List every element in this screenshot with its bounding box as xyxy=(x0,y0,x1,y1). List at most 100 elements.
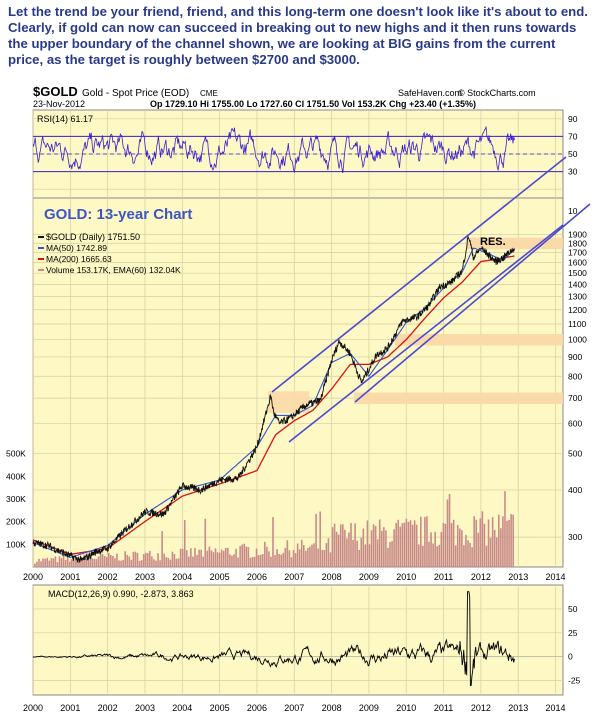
volume-tick-label: 300K xyxy=(6,494,26,504)
x-tick-label: 2010 xyxy=(396,703,416,713)
x-tick-label: 2014 xyxy=(546,572,566,582)
x-tick-label: 2000 xyxy=(23,572,43,582)
x-tick-label: 2007 xyxy=(284,703,304,713)
y-tick-label: 900 xyxy=(568,352,582,362)
legend-volume: Volume 153.17K, EMA(60) 132.04K xyxy=(46,265,181,275)
x-tick-label: 2002 xyxy=(98,703,118,713)
y-tick-label: 800 xyxy=(568,371,582,381)
volume-tick-label: 500K xyxy=(6,449,26,459)
x-tick-label: 2011 xyxy=(434,572,453,582)
x-tick-label: 2006 xyxy=(247,572,267,582)
chart-title: GOLD: 13-year Chart xyxy=(44,206,192,223)
rsi-tick-label: 30 xyxy=(568,167,578,177)
resistance-band xyxy=(268,391,310,413)
rsi-tick-label: 70 xyxy=(568,131,578,141)
macd-tick-label: 50 xyxy=(568,604,578,614)
x-tick-label: 2013 xyxy=(508,572,528,582)
x-tick-label: 2013 xyxy=(508,703,528,713)
x-tick-label: 2007 xyxy=(284,572,304,582)
resistance-bands xyxy=(268,237,563,413)
x-tick-label: 2003 xyxy=(135,572,155,582)
rsi-tick-label: 50 xyxy=(568,149,578,159)
x-tick-label: 2010 xyxy=(396,572,416,582)
resistance-band xyxy=(353,392,563,404)
x-tick-label: 2000 xyxy=(23,703,43,713)
volume-tick-label: 200K xyxy=(6,517,26,527)
y-tick-label: 500 xyxy=(568,448,582,458)
x-tick-label: 2004 xyxy=(172,572,192,582)
legend-ma50: MA(50) 1742.89 xyxy=(46,243,107,253)
price-panel xyxy=(32,197,564,568)
price-series xyxy=(32,234,515,563)
macd-tick-label: 0 xyxy=(568,652,573,662)
volume-tick-label: 400K xyxy=(6,471,26,481)
x-tick-label: 2002 xyxy=(98,572,118,582)
date-label: 23-Nov-2012 xyxy=(33,99,85,109)
channel-line xyxy=(271,156,567,393)
x-tick-label: 2003 xyxy=(135,703,155,713)
exchange-label: CME xyxy=(200,89,218,98)
y-tick-label: 1700 xyxy=(568,248,587,258)
x-tick-label: 2005 xyxy=(210,572,230,582)
x-tick-label: 2005 xyxy=(210,703,230,713)
rsi-series xyxy=(32,126,563,174)
y-tick-label: 1600 xyxy=(568,258,587,268)
y-tick-label: 400 xyxy=(568,485,582,495)
x-tick-label: 2001 xyxy=(60,572,80,582)
volume-tick-label: 100K xyxy=(6,539,26,549)
ma200-line xyxy=(32,255,515,555)
x-tick-label: 2001 xyxy=(60,703,80,713)
res-annotation: RES. xyxy=(480,236,506,248)
resistance-band xyxy=(465,237,563,250)
x-tick-label: 2009 xyxy=(359,572,379,582)
volume-bars xyxy=(34,491,514,567)
symbol-label: $GOLD xyxy=(33,84,78,99)
x-tick-label: 2011 xyxy=(434,703,453,713)
y-tick-label: 1500 xyxy=(568,268,587,278)
y-tick-label: 600 xyxy=(568,418,582,428)
gold-price-line xyxy=(32,234,515,563)
macd-tick-label: 25 xyxy=(568,628,578,638)
x-tick-label: 2008 xyxy=(322,703,342,713)
x-tick-label: 2008 xyxy=(322,572,342,582)
quote-label: Op 1729.10 Hi 1755.00 Lo 1727.60 Cl 1751… xyxy=(150,99,476,109)
chart-caption: Let the trend be your friend, friend, an… xyxy=(8,4,588,67)
y-tick-label: 1900 xyxy=(568,229,587,239)
channel-line xyxy=(354,203,591,403)
trend-channel xyxy=(271,156,591,443)
macd-tick-label: -25 xyxy=(568,676,581,686)
price-legend: $GOLD (Daily) 1751.50 MA(50) 1742.89 MA(… xyxy=(46,232,181,275)
macd-panel xyxy=(32,584,564,696)
x-tick-label: 2009 xyxy=(359,703,379,713)
y-tick-label: 1300 xyxy=(568,292,587,302)
x-tick-label: 2012 xyxy=(471,703,491,713)
site-label: SafeHaven.com xyxy=(398,88,462,98)
y-tick-label: 1000 xyxy=(568,335,587,345)
channel-line xyxy=(288,224,564,443)
x-tick-label: 2012 xyxy=(471,572,491,582)
legend-gold: $GOLD (Daily) 1751.50 xyxy=(46,232,140,242)
rsi-tick-label: 90 xyxy=(568,114,578,124)
y-tick-label: 1800 xyxy=(568,238,587,248)
y-tick-label: 300 xyxy=(568,532,582,542)
macd-label: MACD(12,26,9) 0.990, -2.873, 3.863 xyxy=(48,589,194,599)
symbol-name: Gold - Spot Price (EOD) xyxy=(82,88,189,99)
copyright-label: © StockCharts.com xyxy=(458,88,536,98)
y-tick-label: 700 xyxy=(568,393,582,403)
x-tick-label: 2004 xyxy=(172,703,192,713)
rsi-tick-label: 10 xyxy=(568,206,578,216)
tick-labels: 2000 2001 2002 2003 2004 2005 2006 2007 2008 2009… xyxy=(6,114,587,713)
rsi-line xyxy=(32,126,515,174)
macd-line xyxy=(32,591,515,686)
legend-ma200: MA(200) 1665.63 xyxy=(46,254,112,264)
grid-layer xyxy=(32,110,563,695)
resistance-band xyxy=(395,334,563,346)
y-tick-label: 1400 xyxy=(568,279,587,289)
x-tick-label: 2006 xyxy=(247,703,267,713)
x-tick-label: 2014 xyxy=(546,703,566,713)
rsi-label: RSI(14) 61.17 xyxy=(37,114,93,124)
y-tick-label: 1100 xyxy=(568,319,587,329)
macd-series xyxy=(32,591,563,686)
